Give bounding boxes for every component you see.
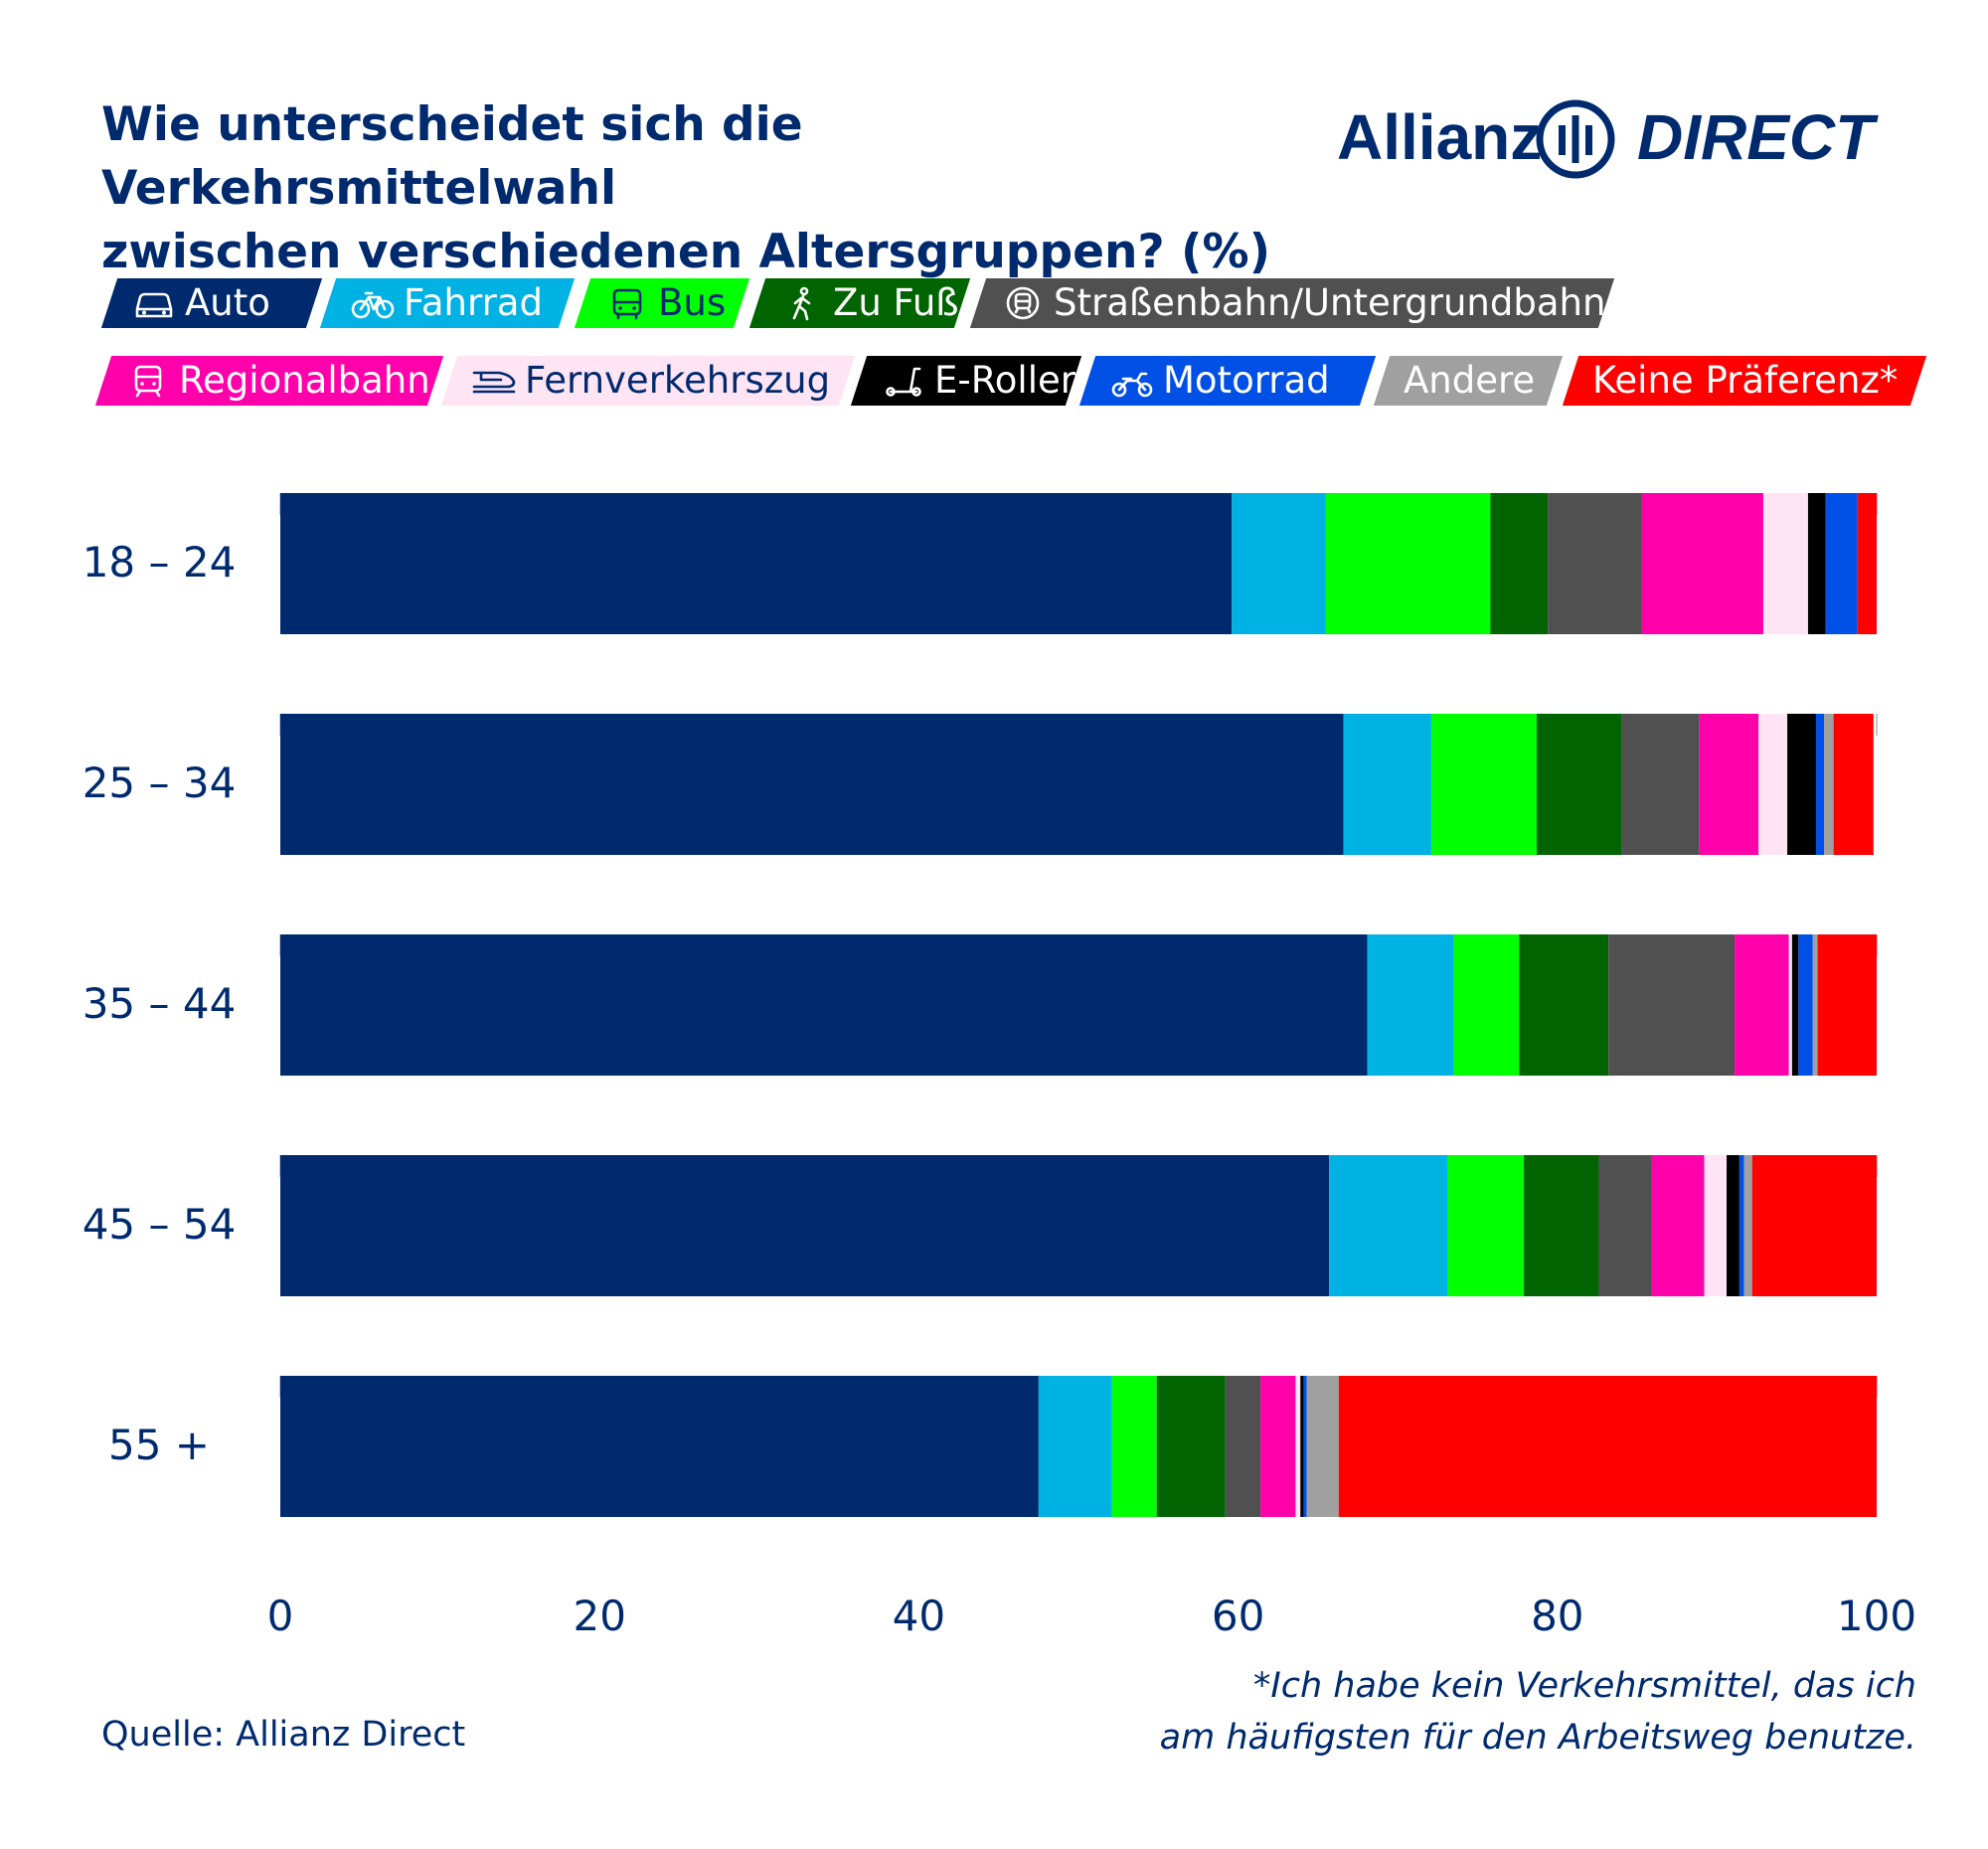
bar-segment-highspeed-train-4 [1295, 1376, 1301, 1517]
bar-segment-tram-2 [1608, 934, 1736, 1076]
footnote-line-1: *Ich habe kein Verkehrsmittel, das ich [1252, 1666, 1916, 1706]
bicycle-icon [351, 291, 395, 319]
legend-item-bicycle: Fahrrad [319, 278, 576, 328]
logo-allianz-text: Allianz [1337, 101, 1542, 173]
bar-segment-car-0 [280, 493, 1233, 634]
x-tick-label: 40 [893, 1592, 945, 1640]
row-label: 35 – 44 [82, 979, 237, 1028]
bar-segment-scooter-3 [1727, 1155, 1740, 1296]
bar-segment--2 [1812, 934, 1818, 1076]
bar-segment-highspeed-train-0 [1762, 493, 1808, 634]
source-text: Quelle: Allianz Direct [101, 1715, 466, 1755]
legend-item-bus: Bus [574, 278, 750, 328]
bar-segment-scooter-4 [1300, 1376, 1304, 1517]
bar-segment-bicycle-2 [1367, 934, 1454, 1076]
bar-segment--1 [1824, 714, 1834, 855]
bar-segment-car-2 [280, 934, 1368, 1076]
bar-segment-regional-train-3 [1651, 1155, 1705, 1296]
row-label: 55 + [108, 1421, 210, 1469]
bar-segment-highspeed-train-3 [1704, 1155, 1728, 1296]
bar-segment-walking-0 [1490, 493, 1549, 634]
bar-segment--2 [1817, 934, 1877, 1076]
chart-title: Wie unterscheidet sich die Verkehrsmitte… [101, 97, 1271, 279]
bar-segment-scooter-1 [1787, 714, 1816, 855]
bar-segment-bus-0 [1325, 493, 1491, 634]
bar-segment-walking-3 [1524, 1155, 1599, 1296]
legend-item-tram: Straßenbahn/Untergrundbahn [969, 278, 1615, 328]
bar-segment-tram-3 [1598, 1155, 1652, 1296]
allianz-direct-logo: Allianz DIRECT [1337, 99, 1879, 179]
motorbike-icon [1111, 372, 1153, 398]
bus-icon [612, 288, 642, 320]
tram-icon [1006, 286, 1040, 320]
bar-segment-motorbike-0 [1825, 493, 1858, 634]
bar-segment-bicycle-4 [1038, 1376, 1112, 1517]
bar-segment-highspeed-train-1 [1758, 714, 1788, 855]
bar-segment-tram-4 [1225, 1376, 1261, 1517]
bar-segment-bicycle-3 [1329, 1155, 1447, 1296]
legend-item-motorbike: Motorrad [1078, 356, 1377, 406]
bar-segment-motorbike-4 [1303, 1376, 1307, 1517]
bar-segment-walking-4 [1156, 1376, 1226, 1517]
bar-segment-scooter-2 [1791, 934, 1799, 1076]
legend-item-regional-train: Regionalbahn [94, 356, 444, 406]
row-label: 18 – 24 [82, 538, 237, 587]
x-tick-label: 80 [1531, 1592, 1583, 1640]
bar-segment--4 [1338, 1376, 1877, 1517]
row-label: 25 – 34 [82, 758, 237, 807]
bar-segment-bicycle-1 [1343, 714, 1431, 855]
bar-segment-bus-4 [1111, 1376, 1157, 1517]
bar-segment-motorbike-3 [1739, 1155, 1744, 1296]
bar-segment-car-4 [280, 1376, 1039, 1517]
highspeed-train-icon [472, 371, 516, 394]
walking-icon [792, 286, 811, 321]
bar-segment-bus-2 [1453, 934, 1520, 1076]
bar-segment-regional-train-4 [1260, 1376, 1296, 1517]
bar-segment-walking-2 [1519, 934, 1609, 1076]
bar-segment-bicycle-0 [1232, 493, 1326, 634]
scooter-icon [886, 367, 921, 397]
x-tick-label: 0 [267, 1592, 294, 1640]
bar-segment-scooter-0 [1807, 493, 1826, 634]
bar-segment-car-1 [280, 714, 1344, 855]
bar-segment-bus-3 [1446, 1155, 1525, 1296]
bar-segment--1 [1833, 714, 1874, 855]
x-tick-label: 100 [1837, 1592, 1916, 1640]
logo-direct-text: DIRECT [1637, 101, 1879, 173]
bar-segment-tram-0 [1548, 493, 1642, 634]
legend-item-car: Auto [100, 278, 323, 328]
bar-segment-motorbike-1 [1815, 714, 1825, 855]
bar-segment--3 [1751, 1155, 1877, 1296]
x-tick-label: 60 [1212, 1592, 1264, 1640]
bar-segment--0 [1857, 493, 1877, 634]
bar-segment--3 [1743, 1155, 1752, 1296]
bar-segment-bus-1 [1430, 714, 1537, 855]
legend-item-highspeed-train: Fernverkehrszug [440, 356, 856, 406]
legend-item-scooter: E-Roller [850, 356, 1082, 406]
footnote: *Ich habe kein Verkehrsmittel, das ich a… [1022, 1660, 1916, 1764]
legend-item-walking: Zu Fuß [748, 278, 971, 328]
regional-train-icon [134, 365, 162, 398]
allianz-eagle-icon [1536, 99, 1615, 179]
bar-segment-car-3 [280, 1155, 1330, 1296]
bar-segment--4 [1306, 1376, 1339, 1517]
bar-segment-regional-train-0 [1641, 493, 1763, 634]
row-label: 45 – 54 [82, 1200, 237, 1249]
bar-segment-highspeed-train-2 [1788, 934, 1792, 1076]
bar-segment-tram-1 [1621, 714, 1700, 855]
x-tick-label: 20 [573, 1592, 625, 1640]
stacked-bar-chart: 0 20 40 60 80 100 [267, 493, 1916, 1640]
bar-segment-regional-train-2 [1735, 934, 1789, 1076]
bar-segment-regional-train-1 [1699, 714, 1759, 855]
car-icon [135, 292, 173, 318]
footnote-line-2: am häufigsten für den Arbeitsweg benutze… [1159, 1718, 1916, 1758]
bar-segment-walking-1 [1536, 714, 1622, 855]
bar-segment-motorbike-2 [1798, 934, 1813, 1076]
